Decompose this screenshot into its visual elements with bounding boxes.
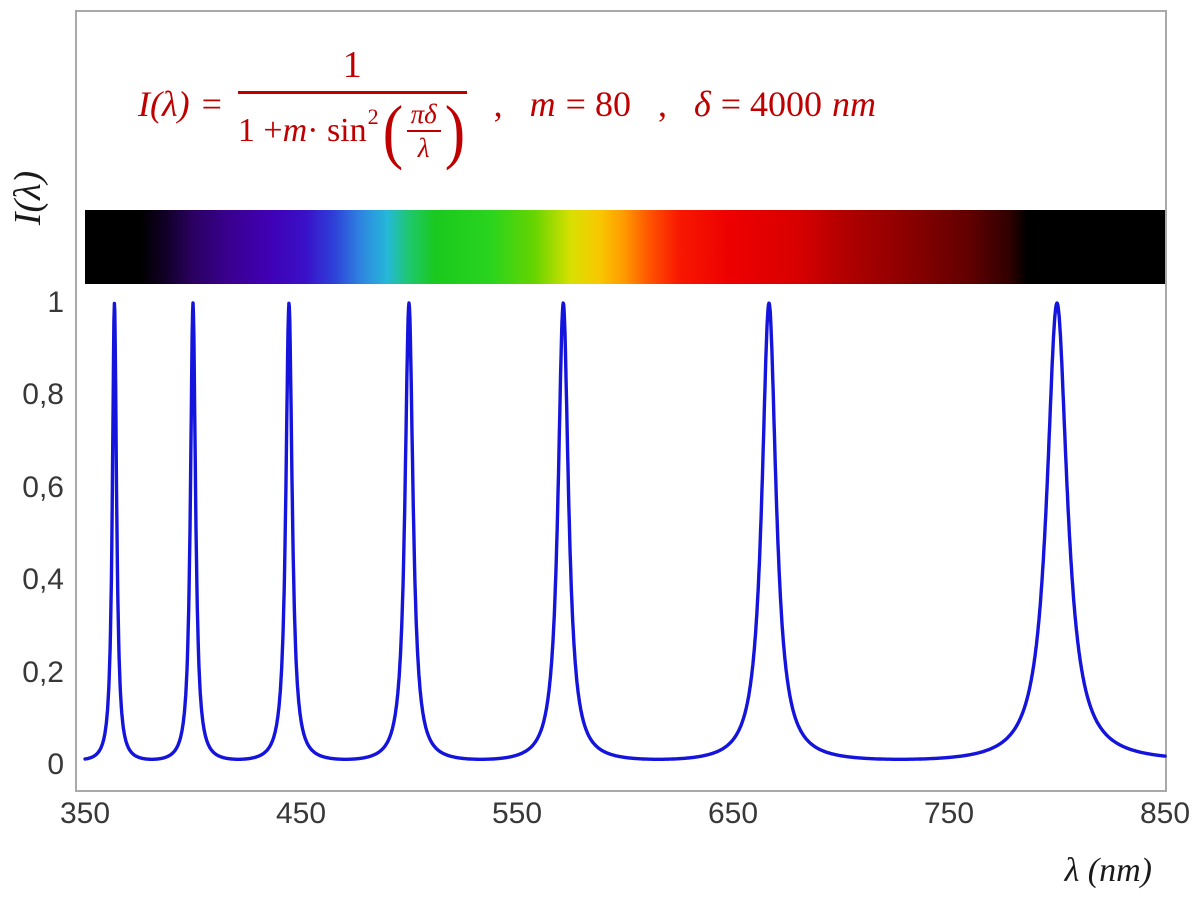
y-tick-label: 0,4 [22, 563, 64, 597]
formula-den-sin: · sin [307, 112, 367, 150]
formula-den-m: m [282, 112, 308, 150]
formula-inner-fraction: πδ λ [406, 99, 441, 164]
formula-denominator: 1 + m · sin 2 ( πδ λ ) [237, 91, 465, 172]
spectrum-bar [85, 210, 1165, 284]
y-tick-label: 0 [47, 748, 64, 781]
formula-inner-numerator: πδ [410, 99, 437, 130]
x-tick-label: 750 [923, 797, 975, 830]
y-tick-label: 0,2 [22, 655, 64, 689]
param-delta-symbol: δ [693, 84, 711, 124]
formula: I(λ) = 1 1 + m · sin 2 ( πδ λ ) , m [138, 26, 876, 182]
formula-lhs: I(λ) = [138, 83, 222, 125]
formula-comma-2: , [657, 84, 667, 124]
param-delta-unit: nm [832, 84, 877, 124]
formula-inner-denominator: λ [417, 133, 430, 164]
y-tick-label: 0,6 [22, 470, 64, 504]
formula-equals: = [201, 84, 222, 124]
param-m-symbol: m [529, 84, 556, 124]
formula-function-symbol: I(λ) [138, 84, 190, 124]
formula-fraction-bar [237, 91, 467, 95]
formula-fraction: 1 1 + m · sin 2 ( πδ λ ) [237, 44, 467, 172]
formula-comma-1: , [493, 84, 503, 124]
y-tick-label: 0,8 [22, 378, 64, 412]
formula-den-exponent: 2 [367, 104, 379, 130]
formula-param-delta: δ = 4000 nm [694, 83, 876, 125]
param-m-value: = 80 [565, 84, 631, 124]
formula-den-one-plus: 1 + [237, 112, 283, 150]
x-tick-label: 450 [275, 797, 327, 830]
formula-param-m: m = 80 [530, 83, 631, 125]
y-axis-ticks: 0 0,2 0,4 0,6 0,8 1 [0, 0, 64, 924]
formula-inner-fraction-bar [406, 130, 441, 133]
x-tick-label: 350 [59, 797, 111, 830]
x-axis-ticks: 350 450 550 650 750 850 [0, 797, 1200, 837]
x-axis-label: λ (nm) [1064, 852, 1152, 889]
x-tick-label: 550 [491, 797, 543, 830]
y-axis-label: I(λ) [7, 170, 49, 226]
x-tick-label: 650 [707, 797, 759, 830]
x-tick-label: 850 [1139, 797, 1191, 830]
y-tick-label: 1 [47, 286, 64, 319]
formula-numerator: 1 [342, 44, 362, 87]
param-delta-value: = 4000 [720, 84, 823, 124]
